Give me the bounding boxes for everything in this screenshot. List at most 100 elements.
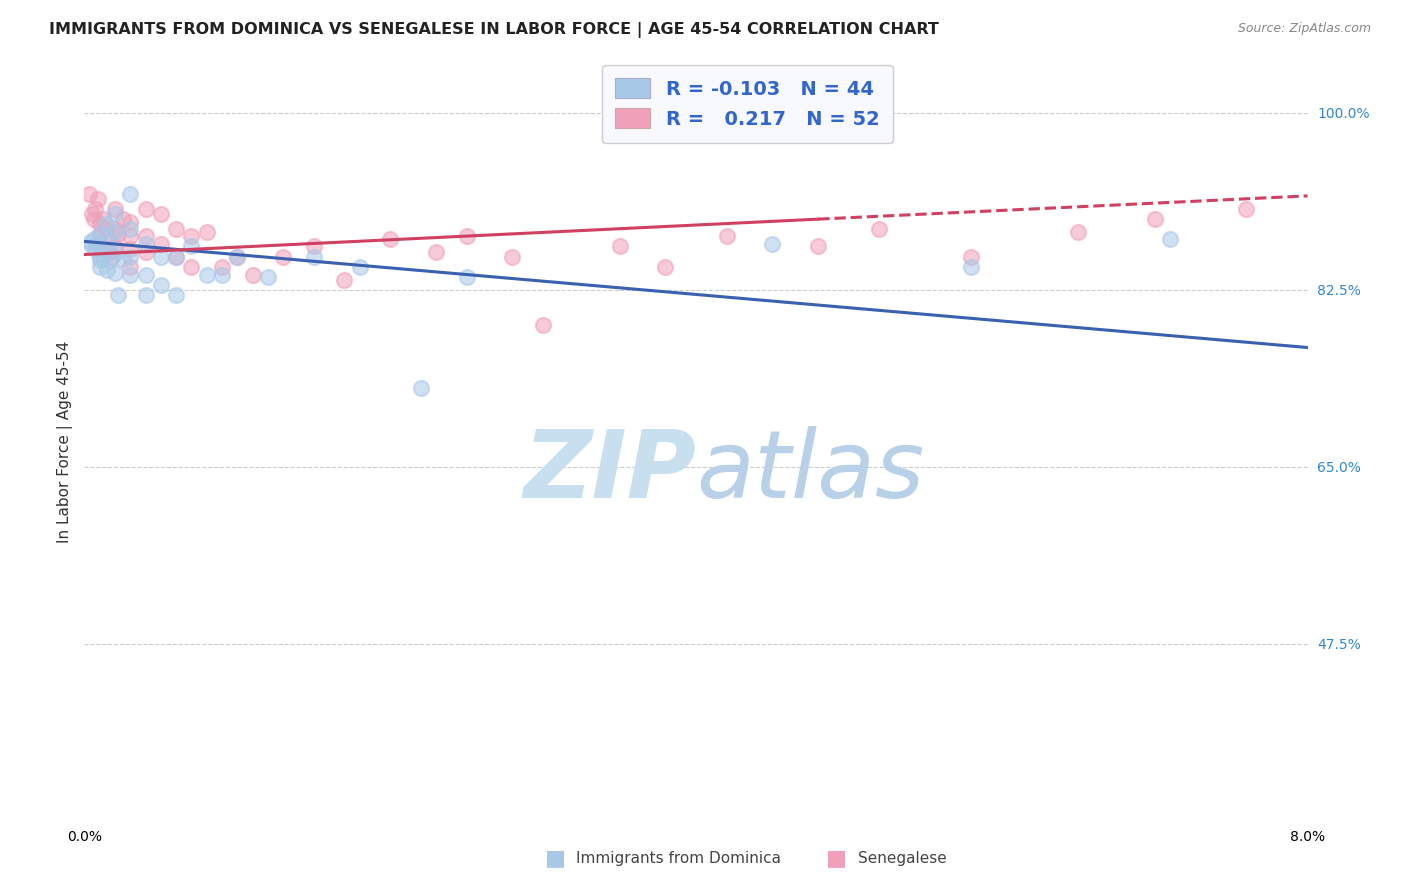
Point [425,245,447,260]
Point [89,227,111,242]
Point [149,207,172,221]
Point [807,239,830,253]
Point [79,235,101,250]
Point [761,237,783,252]
Point [86,237,108,252]
Point [380,232,402,246]
Text: Immigrants from Dominica: Immigrants from Dominica [576,851,782,865]
Point [104,225,127,239]
Point [96,232,118,246]
Point [107,227,129,242]
Text: IMMIGRANTS FROM DOMINICA VS SENEGALESE IN LABOR FORCE | AGE 45-54 CORRELATION CH: IMMIGRANTS FROM DOMINICA VS SENEGALESE I… [49,22,939,38]
Point [89,250,111,264]
Point [120,260,142,274]
Point [135,237,157,252]
Point [716,229,738,244]
Point [120,268,142,282]
Point [180,260,202,274]
Point [89,217,111,231]
Point [97,245,120,260]
Text: ZIP: ZIP [523,425,696,518]
Point [1143,212,1166,227]
Point [531,318,554,333]
Point [165,250,187,264]
Point [89,252,111,267]
Point [120,222,142,236]
Point [83,212,105,227]
Point [107,288,129,302]
Point [211,260,233,274]
Point [165,222,187,236]
Point [96,262,118,277]
Point [1159,232,1181,246]
Point [271,250,294,264]
Text: Source: ZipAtlas.com: Source: ZipAtlas.com [1237,22,1371,36]
Text: atlas: atlas [696,426,924,517]
Point [104,222,127,236]
Point [120,186,142,201]
Point [135,268,157,282]
Point [149,250,172,264]
Point [135,229,157,244]
Point [101,250,124,264]
Point [104,239,127,253]
Point [180,239,202,253]
Point [120,250,142,264]
Point [960,250,983,264]
Point [302,250,325,264]
Point [333,273,356,287]
Point [84,243,107,257]
Text: ■: ■ [827,848,846,868]
Text: Senegalese: Senegalese [858,851,946,865]
Point [135,202,157,216]
Point [120,243,142,257]
Point [180,229,202,244]
Point [104,202,127,216]
Point [91,212,114,227]
Point [226,250,249,264]
Point [97,232,120,246]
Point [149,277,172,292]
Point [149,237,172,252]
Point [654,260,676,274]
Point [135,245,157,260]
Point [120,229,142,244]
Point [104,266,127,280]
Point [1236,202,1258,216]
Point [94,217,117,231]
Point [869,222,891,236]
Point [96,243,118,257]
Point [135,288,157,302]
Point [84,202,107,216]
Point [456,269,478,284]
Point [226,250,249,264]
Point [1067,225,1090,239]
Point [91,247,114,261]
Point [80,207,103,221]
Point [409,381,432,395]
Text: ■: ■ [546,848,565,868]
Point [89,260,111,274]
Point [456,229,478,244]
Point [609,239,631,253]
Legend: R = -0.103   N = 44, R =   0.217   N = 52: R = -0.103 N = 44, R = 0.217 N = 52 [602,64,893,143]
Point [257,269,280,284]
Point [94,222,117,236]
Point [195,268,218,282]
Point [111,212,134,227]
Point [104,245,127,260]
Y-axis label: In Labor Force | Age 45-54: In Labor Force | Age 45-54 [58,341,73,542]
Point [77,186,100,201]
Point [502,250,524,264]
Point [98,252,121,267]
Point [104,207,127,221]
Point [89,227,111,242]
Point [80,239,103,253]
Point [87,192,110,206]
Point [111,252,134,266]
Point [960,260,983,274]
Point [83,232,105,246]
Point [211,268,233,282]
Point [165,288,187,302]
Point [165,250,187,264]
